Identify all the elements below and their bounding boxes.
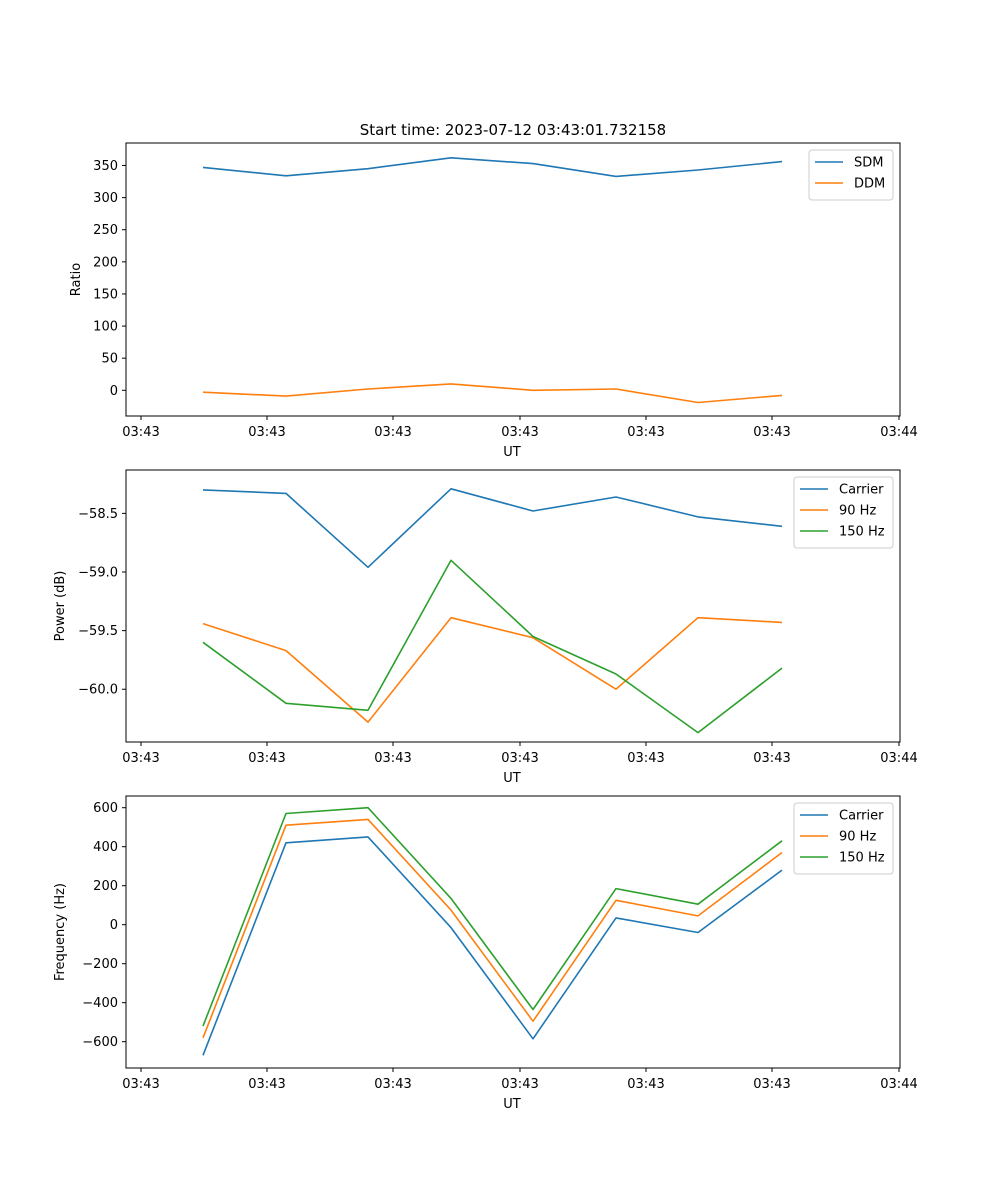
y-axis-label: Ratio xyxy=(69,263,84,296)
y-tick-label: 200 xyxy=(93,879,118,894)
x-tick-label: 03:43 xyxy=(374,751,411,766)
y-tick-label: 50 xyxy=(101,352,118,367)
y-tick-label: −600 xyxy=(82,1035,118,1050)
y-tick-label: 150 xyxy=(93,287,118,302)
series-line-sdm xyxy=(202,157,783,178)
legend-entry: 150 Hz xyxy=(839,851,885,866)
axes-frame xyxy=(125,142,901,417)
x-tick-label: 03:43 xyxy=(122,751,159,766)
legend-entry: 90 Hz xyxy=(839,830,876,845)
x-tick-label: 03:43 xyxy=(627,425,664,440)
x-tick-label: 03:43 xyxy=(501,1077,538,1092)
x-tick-label: 03:43 xyxy=(501,425,538,440)
legend: Carrier 90 Hz 150 Hz xyxy=(793,476,894,549)
legend-entry: DDM xyxy=(854,177,885,192)
y-tick-label: 250 xyxy=(93,223,118,238)
y-tick-label: −59.5 xyxy=(78,624,118,639)
x-tick-label: 03:44 xyxy=(880,1077,917,1092)
series-line-90-hz xyxy=(202,818,783,1039)
y-tick-label: −200 xyxy=(82,957,118,972)
series-line-carrier xyxy=(202,836,783,1056)
legend: SDM DDM xyxy=(808,149,894,201)
x-tick-label: 03:43 xyxy=(501,751,538,766)
y-axis-label: Power (dB) xyxy=(53,571,68,642)
y-tick-label: −58.5 xyxy=(78,507,118,522)
legend-entry: Carrier xyxy=(839,483,884,498)
x-tick-label: 03:44 xyxy=(880,425,917,440)
legend: Carrier 90 Hz 150 Hz xyxy=(793,802,894,875)
x-axis-label: UT xyxy=(503,445,521,460)
y-tick-label: 400 xyxy=(93,840,118,855)
series-line-90-hz xyxy=(202,616,783,723)
y-tick-label: 100 xyxy=(93,320,118,335)
y-tick-label: 350 xyxy=(93,159,118,174)
series-line-ddm xyxy=(202,383,783,404)
y-tick-label: −400 xyxy=(82,996,118,1011)
x-tick-label: 03:43 xyxy=(627,751,664,766)
y-tick-label: 0 xyxy=(110,384,118,399)
x-tick-label: 03:43 xyxy=(753,1077,790,1092)
y-tick-label: 0 xyxy=(110,918,118,933)
y-tick-label: −59.0 xyxy=(78,566,118,581)
x-tick-label: 03:43 xyxy=(374,1077,411,1092)
x-tick-label: 03:43 xyxy=(627,1077,664,1092)
legend-entry: SDM xyxy=(854,156,883,171)
y-tick-label: 200 xyxy=(93,255,118,270)
axes-frame xyxy=(125,795,901,1069)
chart-title: Start time: 2023-07-12 03:43:01.732158 xyxy=(360,121,666,139)
subplot-2: −58.5 −59.0 −59.5 −60.0 03:43 03:43 03:43 03:43… xyxy=(53,469,918,786)
series-line-150-hz xyxy=(202,806,783,1027)
x-tick-label: 03:43 xyxy=(753,751,790,766)
x-tick-label: 03:43 xyxy=(753,425,790,440)
x-tick-label: 03:43 xyxy=(248,1077,285,1092)
x-tick-label: 03:43 xyxy=(248,425,285,440)
y-tick-label: 300 xyxy=(93,191,118,206)
x-tick-label: 03:43 xyxy=(248,751,285,766)
axes-frame xyxy=(125,469,901,743)
legend-entry: 150 Hz xyxy=(839,525,885,540)
subplot-3: 600 400 200 0 −200 −400 −600 03:43 03:43 03:43 03:… xyxy=(53,795,918,1112)
series-line-150-hz xyxy=(202,559,783,734)
series-line-carrier xyxy=(202,487,783,569)
y-axis-label: Frequency (Hz) xyxy=(53,883,68,981)
legend-entry: Carrier xyxy=(839,809,884,824)
x-tick-label: 03:43 xyxy=(122,1077,159,1092)
x-tick-label: 03:44 xyxy=(880,751,917,766)
legend-entry: 90 Hz xyxy=(839,504,876,519)
x-tick-label: 03:43 xyxy=(374,425,411,440)
y-tick-label: −60.0 xyxy=(78,683,118,698)
subplot-1: Start time: 2023-07-12 03:43:01.732158 0 5… xyxy=(69,121,918,460)
x-axis-label: UT xyxy=(503,1097,521,1112)
y-tick-label: 600 xyxy=(93,801,118,816)
x-tick-label: 03:43 xyxy=(122,425,159,440)
x-axis-label: UT xyxy=(503,771,521,786)
